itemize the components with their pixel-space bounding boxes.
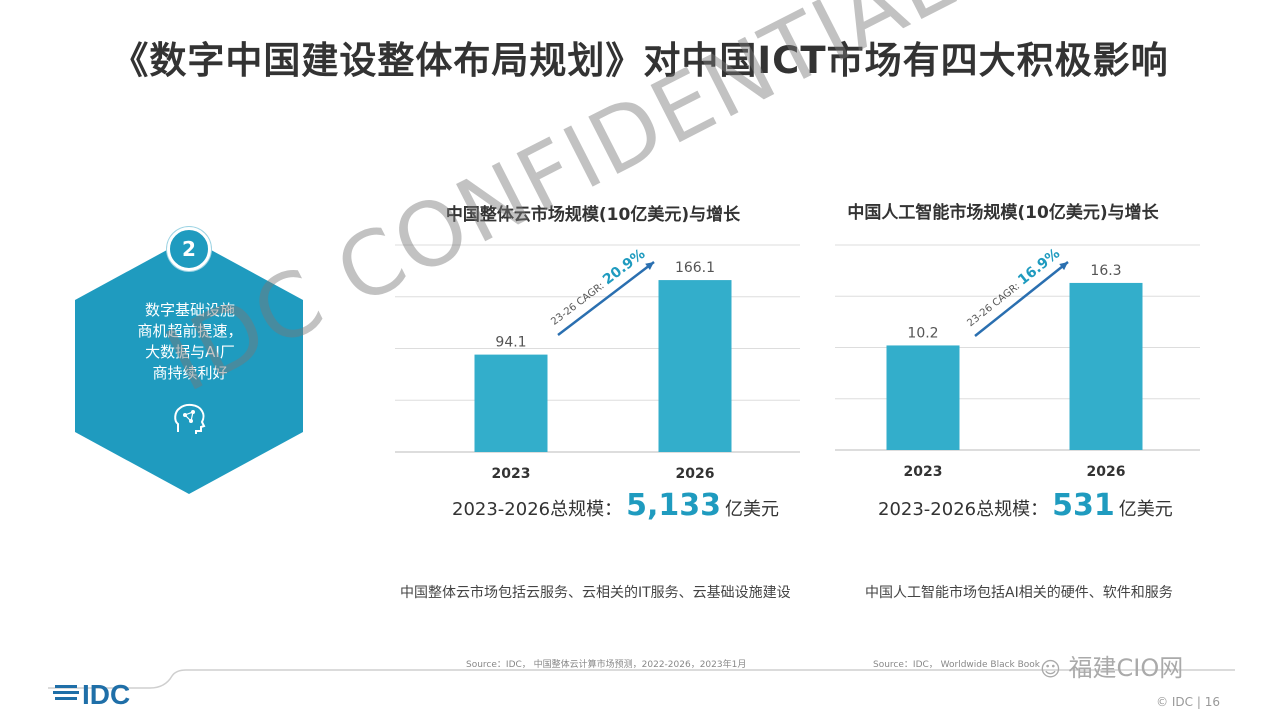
category-label: 2023	[904, 464, 943, 480]
cagr-label: 23-26 CAGR: 16.9%	[963, 246, 1063, 330]
wechat-icon: ☺	[1040, 657, 1061, 681]
bar	[886, 345, 960, 450]
hex-line: 数字基础设施	[144, 301, 235, 319]
hexagon-panel	[72, 226, 306, 506]
cagr-arrow	[974, 261, 1069, 337]
hexagon-shape	[75, 238, 303, 494]
idc-logo-mark: IDC	[53, 679, 130, 710]
hex-line: 商机超前提速，	[137, 322, 243, 340]
total-unit: 亿美元	[725, 499, 780, 520]
total-unit: 亿美元	[1118, 499, 1173, 520]
bar-value-label: 16.3	[1090, 263, 1121, 279]
cloud-market-chart: 中国整体云市场规模(10亿美元)与增长 94.1 2023 166.1 2026 23-…	[395, 204, 800, 482]
bar-value-label: 94.1	[495, 335, 526, 351]
page-number: © IDC | 16	[1156, 695, 1220, 709]
hexagon-text: 数字基础设施 商机超前提速， 大数据与AI厂 商持续利好	[105, 300, 275, 384]
cagr-value: 20.9%	[600, 246, 648, 288]
cloud-source: Source：IDC， 中国整体云计算市场预测，2022-2026，2023年1…	[466, 660, 747, 670]
cagr-label: 23-26 CAGR: 20.9%	[547, 246, 649, 329]
wechat-watermark: ☺ 福建CIO网	[1040, 648, 1183, 683]
cloud-total: 2023-2026总规模： 5,133 亿美元	[452, 488, 779, 523]
bar	[1069, 282, 1143, 450]
cloud-chart-panel: 中国整体云市场规模(10亿美元)与增长 94.1 2023 166.1 2026 23-…	[390, 190, 810, 500]
ai-source: Source：IDC， Worldwide Black Book	[873, 660, 1041, 670]
cagr-value: 16.9%	[1015, 246, 1063, 289]
category-label: 2026	[676, 466, 715, 482]
bar	[658, 280, 732, 452]
ai-note: 中国人工智能市场包括AI相关的硬件、软件和服务	[865, 585, 1173, 601]
cagr-arrowhead	[645, 262, 654, 271]
cagr-arrow	[557, 261, 655, 336]
page-title: 《数字中国建设整体布局规划》对中国ICT市场有四大积极影响	[111, 39, 1169, 82]
ai-chart-panel: 中国人工智能市场规模(10亿美元)与增长 10.2 2023 16.3 2026 23-…	[830, 190, 1210, 500]
cagr-arrowhead	[1059, 262, 1068, 271]
cloud-note: 中国整体云市场包括云服务、云相关的IT服务、云基础设施建设	[400, 585, 791, 601]
total-value: 5,133	[626, 488, 722, 523]
chart-title: 中国人工智能市场规模(10亿美元)与增长	[847, 202, 1159, 223]
step-badge: 2	[167, 227, 211, 271]
idc-logo: IDC	[52, 676, 152, 714]
total-label: 2023-2026总规模：	[452, 499, 623, 520]
footer-divider	[48, 669, 1235, 689]
ai-total: 2023-2026总规模： 531 亿美元	[878, 488, 1173, 523]
total-value: 531	[1052, 488, 1115, 523]
bar-value-label: 166.1	[675, 260, 715, 276]
chart-title: 中国整体云市场规模(10亿美元)与增长	[446, 204, 741, 225]
bar	[474, 354, 548, 452]
ai-market-chart: 中国人工智能市场规模(10亿美元)与增长 10.2 2023 16.3 2026 23-…	[835, 202, 1200, 480]
hex-line: 大数据与AI厂	[145, 343, 235, 361]
category-label: 2023	[492, 466, 531, 482]
logo-text: IDC	[82, 679, 130, 710]
ai-head-icon	[174, 403, 206, 434]
hex-line: 商持续利好	[152, 364, 228, 382]
bar-value-label: 10.2	[907, 325, 938, 341]
category-label: 2026	[1087, 464, 1126, 480]
wechat-text: 福建CIO网	[1068, 654, 1184, 682]
total-label: 2023-2026总规模：	[878, 499, 1049, 520]
